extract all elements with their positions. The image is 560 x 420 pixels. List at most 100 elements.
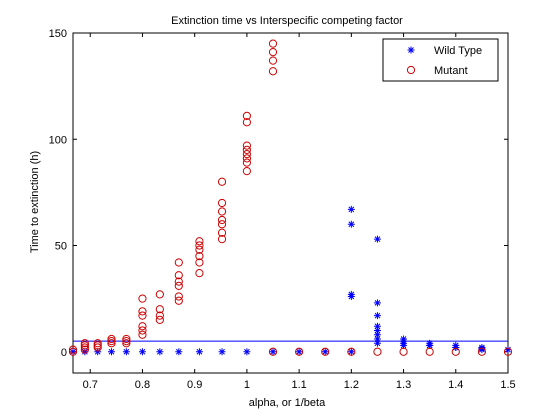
- x-tick-label: 1.5: [500, 379, 515, 391]
- y-axis-label: Time to extinction (h): [29, 151, 41, 253]
- mutant-point: [268, 56, 278, 65]
- mutant-point: [195, 258, 204, 267]
- wild-type-point: [373, 299, 381, 307]
- mutant-point: [217, 228, 227, 237]
- mutant-point: [373, 347, 382, 356]
- wild-type-point: [243, 348, 251, 356]
- mutant-point: [217, 207, 227, 216]
- mutant-point: [93, 339, 102, 348]
- mutant-point: [195, 245, 204, 254]
- wild-type-point: [107, 348, 115, 356]
- mutant-point: [174, 292, 183, 301]
- mutant-point: [138, 311, 147, 320]
- wild-type-point: [156, 348, 164, 356]
- mutant-point: [268, 67, 278, 76]
- mutant-point: [138, 294, 147, 303]
- y-tick-label: 0: [61, 347, 67, 359]
- mutant-point: [477, 347, 486, 356]
- mutant-point: [80, 343, 89, 352]
- wild-type-point: [452, 344, 460, 351]
- wild-type-point: [478, 346, 486, 354]
- wild-type-point: [321, 348, 329, 356]
- mutant-point: [174, 258, 183, 267]
- y-tick-label: 150: [49, 28, 67, 40]
- x-tick-label: 0.9: [187, 379, 202, 391]
- mutant-point: [107, 337, 116, 346]
- mutant-point: [122, 339, 131, 348]
- mutant-point: [122, 337, 131, 346]
- legend: Wild Type Mutant: [382, 38, 499, 82]
- mutant-point: [321, 347, 330, 356]
- mutant-point: [242, 154, 251, 163]
- mutant-point: [138, 330, 147, 339]
- mutant-point: [242, 111, 251, 120]
- mutant-point: [122, 334, 131, 344]
- data-marks: [68, 39, 513, 356]
- mutant-point: [217, 215, 227, 225]
- mutant-point: [217, 220, 227, 229]
- wild-type-point: [69, 348, 77, 356]
- plot-area: [72, 32, 509, 374]
- chart-title: Extinction time vs Interspecific competi…: [171, 15, 403, 27]
- wild-type-point: [218, 348, 226, 356]
- mutant-point: [174, 271, 183, 280]
- mutant-point: [107, 339, 116, 348]
- legend-label-mutant: Mutant: [434, 65, 468, 77]
- mutant-point: [242, 118, 251, 127]
- mutant-point: [195, 269, 204, 278]
- mutant-point: [174, 296, 183, 305]
- mutant-point: [93, 341, 102, 350]
- mutant-point: [242, 150, 251, 159]
- x-tick-label: 1.1: [291, 379, 306, 391]
- x-tick-label: 0.8: [135, 379, 150, 391]
- mutant-point: [138, 326, 147, 335]
- wild-type-point: [347, 348, 355, 356]
- wild-type-point: [373, 327, 381, 334]
- wild-type-point: [373, 312, 381, 320]
- mutant-point: [155, 311, 164, 320]
- x-tick-label: 0.7: [83, 379, 98, 391]
- mutant-point: [68, 345, 78, 354]
- legend-marker-wild-type: [407, 46, 415, 54]
- mutant-point: [138, 322, 147, 331]
- wild-type-point: [175, 348, 183, 356]
- wild-type-point: [373, 235, 381, 243]
- wild-type-point: [347, 205, 355, 213]
- mutant-point: [425, 347, 434, 356]
- x-axis-label: alpha, or 1/beta: [249, 397, 326, 409]
- mutant-point: [268, 347, 278, 356]
- legend-marker-mutant: [406, 65, 416, 75]
- mutant-point: [155, 290, 164, 299]
- mutant-point: [155, 305, 164, 314]
- legend-circle-icon: [406, 65, 416, 75]
- wild-type-point: [347, 220, 355, 228]
- mutant-point: [268, 48, 278, 57]
- mutant-point: [195, 252, 204, 261]
- wild-type-point: [426, 341, 434, 349]
- mutant-point: [107, 334, 116, 344]
- legend-asterisk-icon: [407, 46, 415, 54]
- mutant-point: [195, 241, 204, 250]
- mutant-point: [451, 347, 460, 356]
- wild-type-point: [373, 339, 381, 347]
- mutant-point: [242, 145, 251, 154]
- mutant-point: [242, 167, 251, 176]
- mutant-point: [80, 339, 89, 348]
- x-tick-label: 1.4: [448, 379, 463, 391]
- wild-type-point: [504, 346, 512, 354]
- y-tick-label: 50: [55, 241, 67, 253]
- mutant-point: [93, 343, 102, 352]
- y-tick-label: 100: [49, 134, 67, 146]
- mutant-point: [174, 277, 183, 286]
- wild-type-point: [269, 348, 277, 356]
- mutant-point: [80, 341, 89, 350]
- x-tick-label: 1: [244, 379, 250, 391]
- mutant-point: [268, 39, 278, 48]
- mutant-point: [242, 141, 251, 150]
- x-tick-label: 1.2: [344, 379, 359, 391]
- mutant-point: [155, 315, 164, 324]
- wild-type-point: [295, 348, 303, 356]
- mutant-point: [242, 158, 251, 167]
- mutant-point: [217, 198, 227, 208]
